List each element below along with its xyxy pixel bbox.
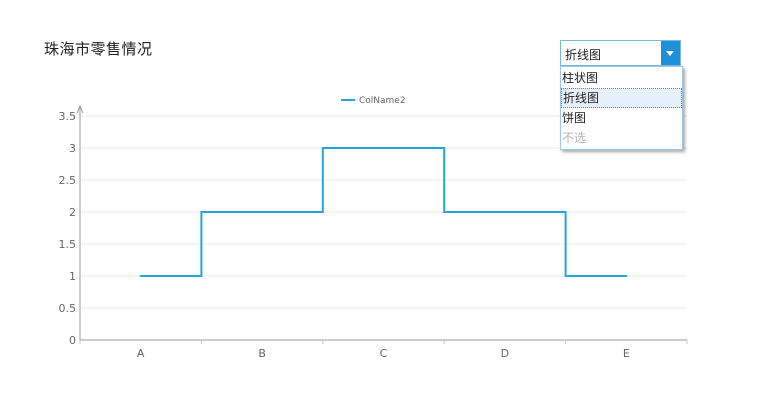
y-tick-label: 3.5	[59, 110, 77, 123]
data-point	[261, 211, 264, 213]
option-bar-chart[interactable]: 柱状图	[562, 71, 599, 85]
y-tick-label: 2	[69, 206, 76, 219]
x-tick-label: E	[623, 347, 630, 360]
chart-type-select[interactable]: 折线图	[560, 40, 681, 66]
dropdown-toggle-button[interactable]	[661, 41, 680, 65]
option-none: 不选	[562, 131, 587, 145]
y-tick-label: 1.5	[59, 238, 77, 251]
x-tick-label: D	[501, 347, 509, 360]
option-line-chart[interactable]: 折线图	[561, 88, 682, 108]
data-point	[139, 275, 142, 277]
x-tick-label: B	[258, 347, 266, 360]
data-point	[625, 275, 628, 277]
chart-type-select-value: 折线图	[565, 48, 602, 62]
x-tick-label: A	[137, 347, 145, 360]
y-tick-label: 1	[69, 270, 76, 283]
data-point	[382, 147, 385, 149]
page-title: 珠海市零售情况	[44, 40, 153, 58]
legend-label: ColName2	[359, 96, 406, 106]
chart-type-options: 柱状图 折线图 饼图 不选	[560, 66, 683, 150]
option-pie-chart[interactable]: 饼图	[562, 111, 587, 125]
data-point	[503, 211, 506, 213]
y-axis-arrow	[76, 104, 84, 114]
y-tick-label: 0.5	[59, 302, 77, 315]
chevron-down-icon	[666, 51, 674, 56]
y-tick-label: 0	[69, 334, 76, 347]
y-tick-label: 2.5	[59, 174, 77, 187]
y-tick-label: 3	[69, 142, 76, 155]
x-tick-label: C	[380, 347, 388, 360]
